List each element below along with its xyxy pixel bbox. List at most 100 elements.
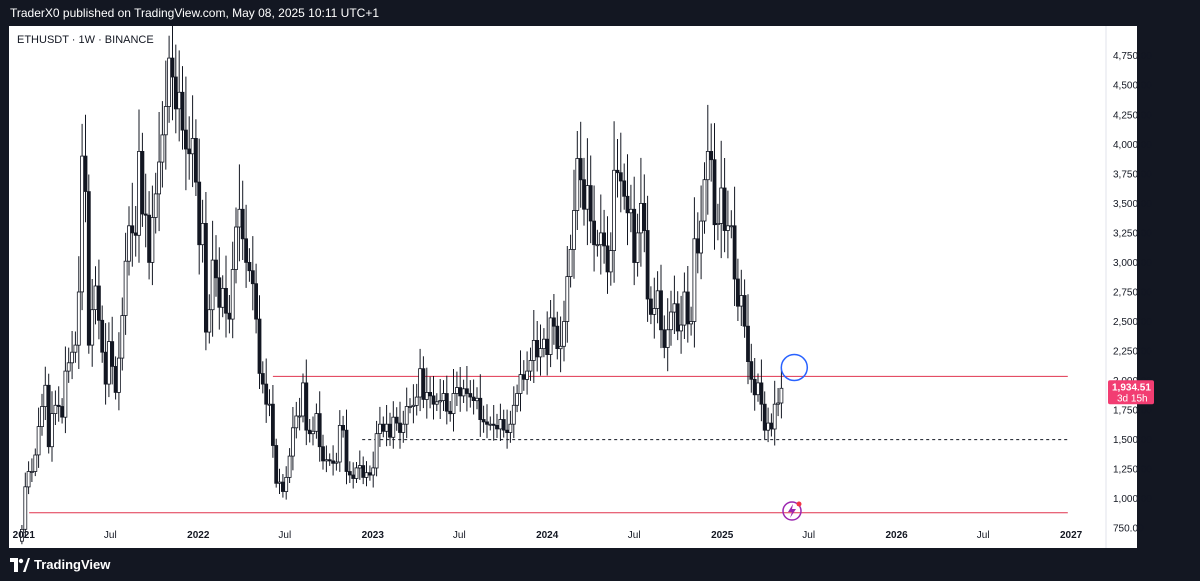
candle-body-bull bbox=[438, 400, 443, 403]
candle-body-bull bbox=[93, 285, 98, 311]
candle-body-bear bbox=[458, 387, 463, 397]
candle-body-bull bbox=[190, 138, 195, 155]
candle-body-bull bbox=[454, 387, 459, 394]
candle-body-bear bbox=[625, 195, 630, 214]
candle-body-bear bbox=[113, 365, 118, 393]
candle-body-bull bbox=[679, 324, 683, 332]
candle-body-bear bbox=[280, 481, 285, 492]
candle-body-bear bbox=[588, 185, 593, 222]
candle-body-bull bbox=[284, 476, 289, 492]
x-tick-label: 2024 bbox=[536, 530, 559, 541]
candle-body-bull bbox=[277, 481, 282, 484]
y-tick-label: 3,750.00 bbox=[1113, 169, 1152, 180]
candle-body-bear bbox=[478, 397, 483, 420]
candle-body-bear bbox=[471, 396, 476, 402]
candle-body-bull bbox=[63, 370, 68, 418]
candle-body-bull bbox=[200, 222, 205, 246]
candle-body-bull bbox=[726, 225, 730, 231]
candle-body-bear bbox=[97, 285, 101, 321]
candle-body-bear bbox=[545, 338, 550, 356]
candle-body-bull bbox=[29, 471, 34, 473]
candle-body-bear bbox=[83, 155, 88, 192]
candle-body-bear bbox=[485, 421, 489, 425]
candle-body-bull bbox=[137, 151, 141, 236]
candle-body-bear bbox=[344, 429, 349, 472]
candle-body-bear bbox=[46, 384, 51, 448]
candle-body-bear bbox=[421, 368, 426, 400]
price-axis[interactable]: 750.00 1,000.00 1,250.00 1,500.00 1,750.00 2,… bbox=[1113, 51, 1152, 535]
candle-body-bull bbox=[739, 295, 744, 307]
candle-body-bull bbox=[702, 179, 707, 222]
candle-body-bull bbox=[772, 403, 777, 430]
candle-body-bull bbox=[36, 426, 41, 456]
candle-body-bear bbox=[130, 225, 135, 234]
candle-body-bull bbox=[434, 401, 439, 405]
candle-body-bull bbox=[716, 222, 720, 225]
candle-body-bear bbox=[759, 382, 764, 405]
candle-body-bull bbox=[525, 370, 529, 380]
candle-body-bull bbox=[163, 106, 168, 136]
x-tick-label: 2021 bbox=[13, 530, 36, 541]
candle-body-bull bbox=[73, 344, 78, 353]
candle-body-bull bbox=[401, 423, 406, 433]
candle-body-bull bbox=[729, 225, 734, 228]
candlestick-chart[interactable]: ETHUSDT · 1W · BINANCE 750.00 1,000.00 1,2… bbox=[9, 26, 1200, 548]
candle-body-bull bbox=[595, 244, 600, 247]
candle-body-bull bbox=[377, 423, 382, 435]
candle-body-bull bbox=[518, 374, 523, 394]
candle-body-bull bbox=[669, 311, 673, 331]
candle-body-bear bbox=[193, 138, 198, 183]
candle-body-bear bbox=[555, 325, 560, 350]
candle-body-bear bbox=[214, 259, 218, 279]
candle-body-bull bbox=[66, 362, 71, 372]
chart-area[interactable]: ETHUSDT · 1W · BINANCE 750.00 1,000.00 1,2… bbox=[9, 26, 1154, 548]
candle-body-bull bbox=[672, 303, 677, 313]
candle-body-bear bbox=[709, 151, 714, 161]
candle-body-bull bbox=[301, 382, 305, 417]
horizontal-lines bbox=[29, 375, 1068, 514]
candle-body-bull bbox=[475, 397, 479, 402]
time-axis[interactable]: 2021 Jul 2022 Jul 2023 Jul 2024 Jul 2025 Jul 2026 J… bbox=[13, 530, 1083, 541]
y-tick-label: 1,750.00 bbox=[1113, 406, 1152, 417]
candle-body-bull bbox=[357, 465, 362, 469]
candle-body-bear bbox=[394, 416, 399, 424]
x-tick-label: Jul bbox=[977, 530, 990, 541]
candle-body-bull bbox=[371, 467, 376, 476]
brand-name[interactable]: TradingView bbox=[34, 557, 111, 572]
candle-body-bear bbox=[321, 446, 325, 462]
tradingview-logo-icon[interactable] bbox=[10, 558, 30, 572]
candle-body-bear bbox=[501, 419, 506, 431]
candle-body-bear bbox=[274, 445, 279, 484]
candle-body-bear bbox=[675, 303, 680, 332]
candle-body-bull bbox=[33, 454, 38, 472]
candle-body-bear bbox=[428, 391, 433, 397]
candle-body-bull bbox=[635, 232, 640, 263]
candle-body-bear bbox=[762, 403, 767, 431]
candle-body-bear bbox=[642, 202, 647, 231]
candle-body-bear bbox=[649, 298, 653, 315]
lightning-icon-bolt bbox=[788, 504, 796, 518]
y-tick-label: 4,750.00 bbox=[1113, 51, 1152, 62]
x-tick-label: Jul bbox=[802, 530, 815, 541]
candle-body-bear bbox=[147, 214, 152, 263]
candle-body-bear bbox=[712, 159, 717, 226]
candle-body-bear bbox=[749, 361, 754, 380]
candle-body-bear bbox=[464, 388, 469, 394]
candle-body-bull bbox=[655, 290, 660, 309]
candle-body-bull bbox=[719, 187, 724, 224]
annotation-circle[interactable] bbox=[780, 353, 809, 382]
candle-body-bull bbox=[639, 202, 643, 234]
x-tick-label: Jul bbox=[278, 530, 291, 541]
candle-body-bear bbox=[247, 261, 252, 272]
candle-body-bear bbox=[240, 208, 245, 240]
candle-body-bear bbox=[170, 57, 175, 78]
candle-body-bull bbox=[157, 161, 162, 195]
candle-body-bear bbox=[347, 471, 352, 476]
x-tick-label: 2026 bbox=[885, 530, 908, 541]
lightning-icon[interactable] bbox=[782, 501, 802, 521]
candle-body-bull bbox=[90, 309, 95, 346]
x-tick-label: Jul bbox=[104, 530, 117, 541]
candle-body-bull bbox=[608, 250, 613, 273]
candle-body-bear bbox=[60, 406, 64, 418]
candle-body-bear bbox=[183, 129, 188, 150]
